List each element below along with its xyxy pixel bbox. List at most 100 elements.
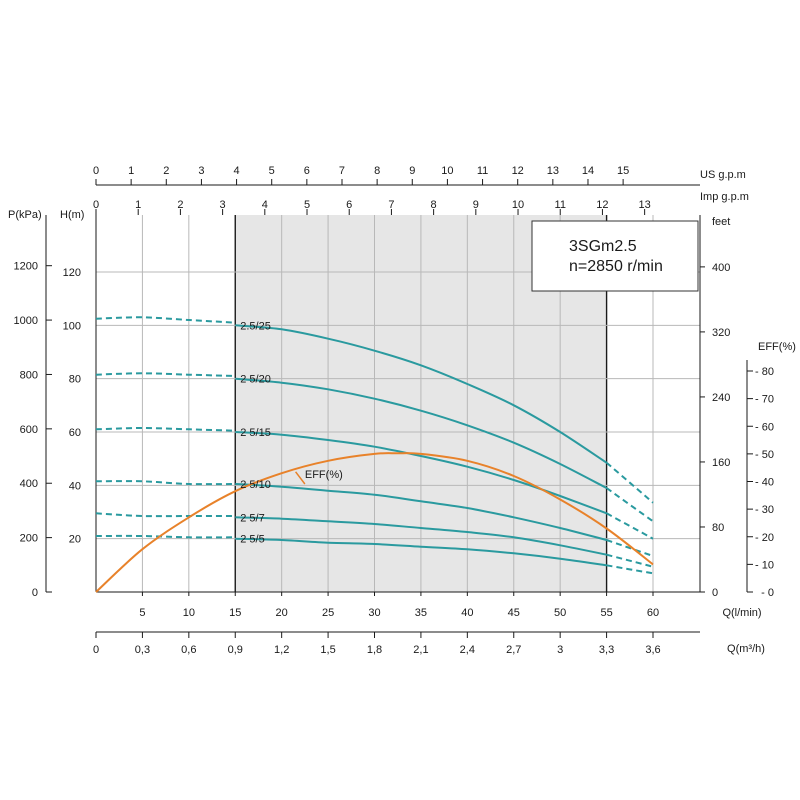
p-label-0: 0 <box>32 587 38 599</box>
q-m3h-label-0,3: 0,3 <box>135 644 150 656</box>
head-curve-tail-2 <box>606 487 654 523</box>
p-label-1000: 1000 <box>14 315 38 327</box>
us-gpm-label-4: 4 <box>234 165 240 177</box>
eff-label-40: - 40 <box>755 477 774 489</box>
feet-label-80: 80 <box>712 522 724 534</box>
curve-label-3: 2 5/15 <box>240 427 271 439</box>
imp-gpm-label-5: 5 <box>304 199 310 211</box>
imp-gpm-label-13: 13 <box>639 199 651 211</box>
feet-axis-unit: feet <box>712 216 730 228</box>
us-gpm-label-6: 6 <box>304 165 310 177</box>
feet-label-0: 0 <box>712 587 718 599</box>
p-label-200: 200 <box>20 533 38 545</box>
chart-title: 3SGm2.5 <box>569 238 637 255</box>
head-curve-dashed-5 <box>95 512 236 518</box>
imp-gpm-label-11: 11 <box>555 199 566 211</box>
q-m3h-label-3,3: 3,3 <box>599 644 614 656</box>
us-gpm-unit: US g.p.m <box>700 169 746 181</box>
us-gpm-label-11: 11 <box>477 165 488 177</box>
eff-label-0: - 0 <box>761 587 774 599</box>
feet-label-320: 320 <box>712 327 730 339</box>
head-curve-solid-5 <box>235 516 607 556</box>
q-lmin-label-5: 5 <box>139 607 145 619</box>
axes: 5 10 15 20 25 30 35 40 45 50 55 60 Q(l/min)0 0,3 0,6 0,… <box>8 165 796 656</box>
eff-axis-unit: EFF(%) <box>758 341 796 353</box>
curve-labels: 2.5/25 2 5/20 2 5/15 2 5/10 2 5/7 2 5/5 EFF(%) <box>240 320 343 545</box>
q-lmin-label-60: 60 <box>647 607 659 619</box>
head-curve-dashed-1 <box>95 316 236 324</box>
curve-label-4: 2 5/10 <box>240 479 271 491</box>
q-lmin-label-55: 55 <box>600 607 612 619</box>
imp-gpm-label-9: 9 <box>473 199 479 211</box>
eff-label-60: - 60 <box>755 421 774 433</box>
q-lmin-label-45: 45 <box>508 607 520 619</box>
p-label-1200: 1200 <box>14 261 38 273</box>
imp-gpm-label-12: 12 <box>596 199 608 211</box>
chart-speed: n=2850 r/min <box>569 258 663 275</box>
p-label-400: 400 <box>20 478 38 490</box>
q-m3h-label-0,9: 0,9 <box>228 644 243 656</box>
h-label-20: 20 <box>69 534 81 546</box>
us-gpm-label-15: 15 <box>617 165 629 177</box>
us-gpm-label-8: 8 <box>374 165 380 177</box>
q-m3h-label-0,6: 0,6 <box>181 644 196 656</box>
h-axis-unit: H(m) <box>60 209 84 221</box>
eff-label-20: - 20 <box>755 532 774 544</box>
head-curve-dashed-6 <box>95 534 236 539</box>
eff-label-70: - 70 <box>755 394 774 406</box>
efficiency-curve <box>95 452 654 593</box>
head-curve-tail-5 <box>606 553 654 568</box>
curve-label-5: 2 5/7 <box>240 512 264 524</box>
imp-gpm-label-10: 10 <box>512 199 524 211</box>
us-gpm-label-0: 0 <box>93 165 99 177</box>
q-lmin-label-50: 50 <box>554 607 566 619</box>
h-label-60: 60 <box>69 427 81 439</box>
head-curve-tail-6 <box>606 564 654 575</box>
us-gpm-label-14: 14 <box>582 165 594 177</box>
eff-label-30: - 30 <box>755 504 774 516</box>
p-label-600: 600 <box>20 424 38 436</box>
us-gpm-label-12: 12 <box>512 165 524 177</box>
imp-gpm-label-0: 0 <box>93 199 99 211</box>
us-gpm-label-5: 5 <box>269 165 275 177</box>
head-curve-solid-4 <box>235 483 607 541</box>
us-gpm-label-13: 13 <box>547 165 559 177</box>
q-lmin-label-10: 10 <box>183 607 195 619</box>
imp-gpm-label-1: 1 <box>135 199 141 211</box>
q-m3h-label-1,8: 1,8 <box>367 644 382 656</box>
h-label-80: 80 <box>69 374 81 386</box>
curve-label-1: 2.5/25 <box>240 320 271 332</box>
q-lmin-unit: Q(l/min) <box>722 607 761 619</box>
efficiency-leader-line <box>294 471 306 485</box>
p-axis-unit: P(kPa) <box>8 209 42 221</box>
head-curve-tail-1 <box>605 461 654 504</box>
q-m3h-label-0: 0 <box>93 644 99 656</box>
q-lmin-label-30: 30 <box>368 607 380 619</box>
q-m3h-unit: Q(m³/h) <box>727 643 765 655</box>
us-gpm-label-3: 3 <box>198 165 204 177</box>
imp-gpm-label-3: 3 <box>220 199 226 211</box>
q-lmin-label-40: 40 <box>461 607 473 619</box>
q-lmin-label-35: 35 <box>415 607 427 619</box>
head-curve-dashed-4 <box>95 480 236 486</box>
q-m3h-label-2,4: 2,4 <box>460 644 475 656</box>
q-m3h-label-2,1: 2,1 <box>413 644 428 656</box>
eff-label-80: - 80 <box>755 366 774 378</box>
head-curve-tail-3 <box>606 512 654 540</box>
feet-label-160: 160 <box>712 457 730 469</box>
eff-label-50: - 50 <box>755 449 774 461</box>
head-curve-dashed-3 <box>95 426 236 432</box>
feet-label-400: 400 <box>712 262 730 274</box>
feet-label-240: 240 <box>712 392 730 404</box>
q-m3h-label-1,5: 1,5 <box>320 644 335 656</box>
imp-gpm-label-6: 6 <box>346 199 352 211</box>
imp-gpm-label-2: 2 <box>177 199 183 211</box>
imp-gpm-label-8: 8 <box>431 199 437 211</box>
efficiency-line <box>95 452 654 593</box>
us-gpm-label-9: 9 <box>409 165 415 177</box>
h-label-40: 40 <box>69 480 81 492</box>
us-gpm-label-10: 10 <box>441 165 453 177</box>
efficiency-label: EFF(%) <box>305 469 343 481</box>
q-m3h-label-1,2: 1,2 <box>274 644 289 656</box>
